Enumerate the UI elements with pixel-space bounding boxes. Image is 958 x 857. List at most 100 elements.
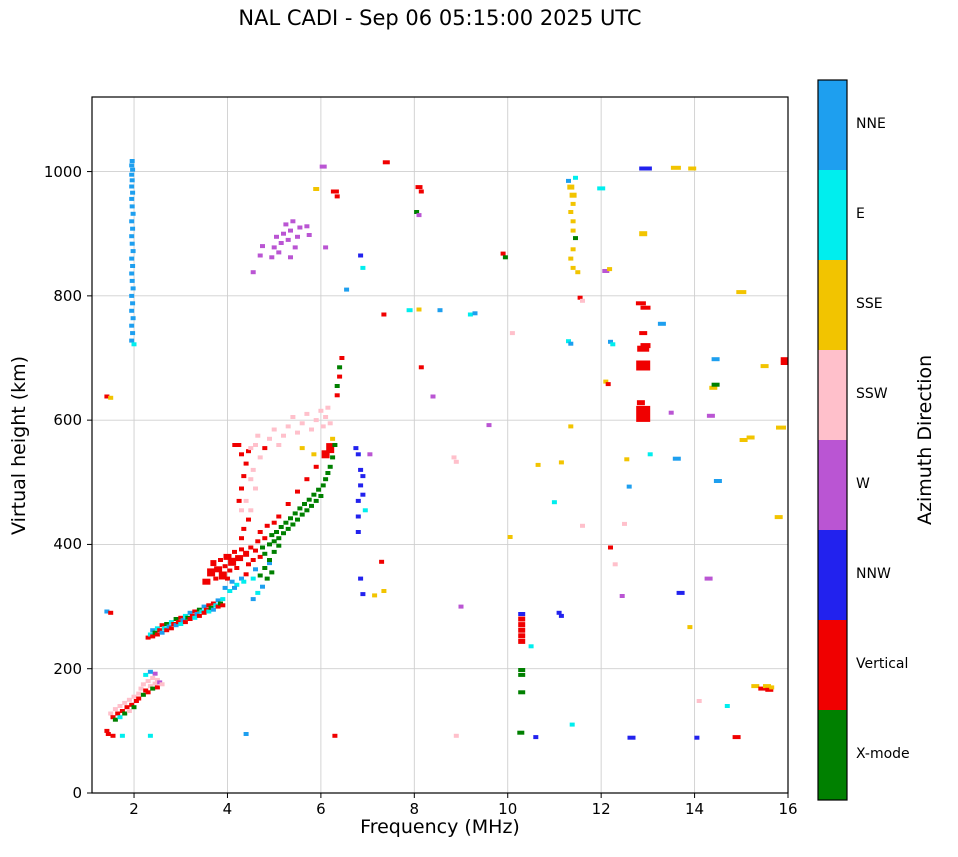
echo-point-SSW	[451, 455, 457, 460]
echo-point-SSW	[323, 415, 329, 419]
echo-point-V	[271, 520, 277, 525]
echo-point-V	[215, 604, 221, 609]
echo-point-NNW	[355, 498, 361, 503]
echo-point-W	[306, 233, 312, 237]
echo-point-W	[297, 225, 303, 230]
echo-point-W	[283, 222, 289, 227]
colorbar-segment-V	[818, 620, 847, 710]
echo-point-X	[281, 531, 286, 536]
colorbar-tick-SSE: SSE	[856, 296, 883, 312]
echo-point-X	[313, 498, 319, 503]
echo-point-SSW	[612, 562, 618, 567]
echo-point-V	[239, 547, 244, 552]
echo-point-W	[260, 244, 265, 249]
echo-point-X	[320, 483, 326, 488]
echo-point-SSE	[739, 438, 748, 442]
echo-point-V	[145, 690, 151, 695]
echo-point-NNE	[437, 308, 443, 313]
echo-point-V	[321, 450, 330, 459]
echo-point-V	[159, 623, 165, 628]
echo-point-NNE	[129, 172, 135, 177]
echo-point-V	[192, 609, 198, 614]
colorbar-segment-NNE	[818, 80, 847, 170]
echo-point-X	[334, 384, 340, 388]
echo-point-V	[136, 696, 142, 701]
echo-point-E	[255, 590, 261, 595]
echo-point-NNE	[150, 628, 156, 633]
echo-point-NNW	[627, 735, 636, 740]
echo-point-V	[636, 360, 651, 371]
echo-point-X	[122, 711, 128, 716]
echo-point-W	[367, 452, 373, 457]
echo-point-E	[234, 582, 240, 587]
echo-point-NNE	[159, 630, 165, 635]
echo-point-SSW	[136, 691, 142, 696]
echo-point-X	[309, 503, 314, 508]
echo-point-SSE	[570, 219, 576, 224]
echo-point-E	[206, 609, 212, 614]
echo-point-V	[246, 517, 251, 522]
echo-point-V	[637, 345, 650, 352]
echo-point-E	[569, 722, 575, 727]
colorbar-tick-SSW: SSW	[856, 386, 888, 402]
echo-point-NNE	[130, 190, 136, 195]
echo-point-NNE	[129, 308, 135, 313]
echo-point-V	[246, 449, 251, 454]
echo-point-V	[206, 603, 212, 608]
echo-point-X	[330, 455, 336, 460]
echo-point-NNE	[239, 576, 244, 581]
colorbar-segment-W	[818, 440, 847, 530]
echo-point-SSE	[568, 210, 574, 214]
echo-point-SSE	[558, 460, 564, 465]
echo-point-E	[597, 186, 606, 191]
echo-point-SSW	[257, 455, 263, 460]
echo-point-X	[262, 551, 268, 556]
echo-point-V	[239, 536, 244, 541]
echo-point-X	[164, 622, 170, 626]
echo-point-E	[250, 576, 256, 581]
echo-point-V	[187, 617, 193, 621]
echo-point-X	[264, 576, 270, 581]
echo-point-X	[262, 566, 268, 570]
echo-point-SSE	[507, 535, 513, 539]
echo-point-SSW	[243, 498, 249, 503]
echo-point-SSW	[453, 459, 459, 464]
echo-point-NNW	[518, 612, 526, 616]
echo-point-X	[288, 516, 293, 521]
echo-point-NNE	[568, 341, 574, 346]
echo-point-NNE	[129, 323, 135, 328]
echo-point-V	[213, 576, 219, 581]
echo-point-SSE	[751, 684, 760, 689]
echo-point-V	[157, 628, 163, 633]
echo-point-V	[765, 687, 774, 692]
echo-point-V	[178, 615, 184, 620]
echo-point-V	[264, 523, 270, 528]
echo-point-X	[260, 545, 265, 550]
echo-point-W	[269, 255, 275, 260]
echo-point-SSE	[108, 395, 114, 400]
echo-point-W	[292, 245, 298, 250]
echo-point-W	[278, 241, 284, 245]
echo-point-SSE	[774, 515, 783, 520]
echo-point-NNE	[129, 241, 135, 246]
echo-point-E	[241, 579, 247, 584]
echo-point-V	[168, 626, 174, 631]
echo-point-NNE	[608, 339, 613, 344]
echo-point-SSE	[313, 187, 320, 191]
echo-point-X	[299, 512, 305, 517]
echo-point-V	[223, 553, 232, 560]
echo-point-SSW	[147, 684, 153, 689]
echo-point-NNE	[215, 598, 221, 603]
echo-point-NNE	[129, 219, 135, 224]
echo-point-X	[323, 477, 329, 482]
colorbar-tick-W: W	[856, 476, 870, 492]
echo-point-NNE	[173, 623, 179, 628]
echo-point-SSE	[372, 593, 378, 598]
echo-point-V	[577, 295, 583, 300]
echo-point-V	[257, 554, 263, 559]
echo-point-V	[241, 526, 247, 531]
echo-point-SSW	[117, 704, 123, 708]
echo-point-NNE	[130, 286, 136, 291]
echo-point-V	[732, 735, 741, 740]
